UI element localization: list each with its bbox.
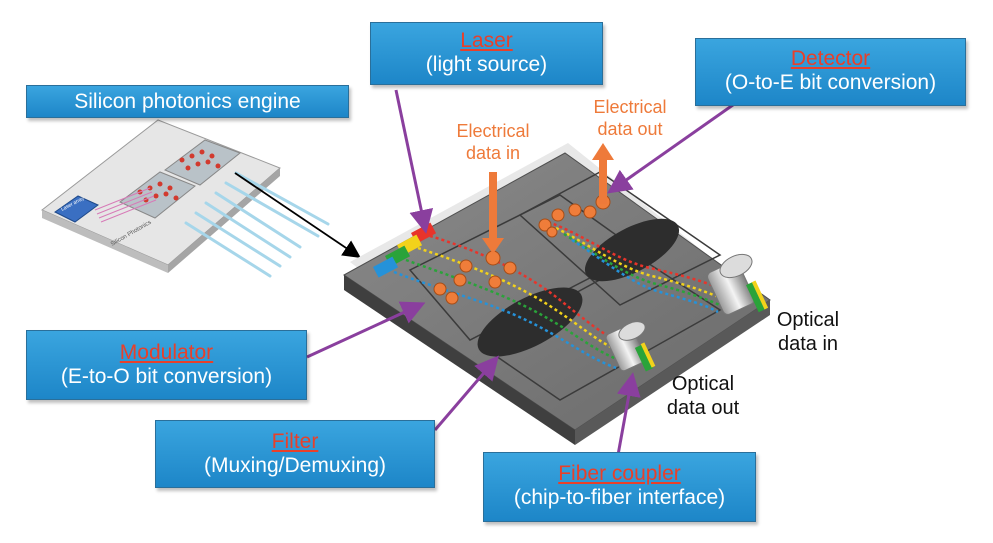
detector-callout: Detector (O-to-E bit conversion) bbox=[695, 38, 966, 106]
filter-callout-title: Filter bbox=[271, 430, 319, 453]
laser-callout-sub: (light source) bbox=[425, 53, 548, 76]
coupler-callout: Fiber coupler (chip-to-fiber interface) bbox=[483, 452, 756, 522]
engine-callout: Silicon photonics engine bbox=[26, 85, 349, 118]
optical-in-line2: data in bbox=[777, 333, 839, 355]
electrical-in-line2: data in bbox=[465, 143, 521, 163]
fiber-coupler-in bbox=[707, 253, 769, 315]
laser-callout-title: Laser bbox=[460, 29, 513, 52]
filter-callout-sub: (Muxing/Demuxing) bbox=[203, 454, 387, 477]
main-chip bbox=[343, 143, 771, 445]
engine-chip: Laser array Silicon Photonics bbox=[41, 119, 281, 273]
detector-callout-title: Detector bbox=[790, 47, 871, 70]
coupler-callout-title: Fiber coupler bbox=[558, 462, 681, 485]
optical-out-label: Optical data out bbox=[648, 372, 758, 420]
pointer-lines bbox=[306, 89, 741, 456]
electrical-out-line1: Electrical bbox=[593, 97, 667, 117]
laser-array-block bbox=[54, 195, 99, 223]
engine-callout-text: Silicon photonics engine bbox=[74, 90, 301, 113]
modulator-callout-title: Modulator bbox=[119, 341, 214, 364]
engine-fibers bbox=[184, 171, 330, 278]
electrical-in-arrow bbox=[482, 172, 504, 254]
zoom-arrow bbox=[234, 172, 361, 259]
electrical-out-arrow bbox=[592, 143, 614, 204]
waveguides bbox=[393, 220, 731, 370]
laser-callout: Laser (light source) bbox=[370, 22, 603, 85]
filter-callout: Filter (Muxing/Demuxing) bbox=[155, 420, 435, 488]
electrical-in-line1: Electrical bbox=[456, 121, 530, 141]
modulator-callout-sub: (E-to-O bit conversion) bbox=[60, 365, 273, 388]
engine-waveguides bbox=[94, 187, 157, 223]
laser-bars bbox=[373, 222, 437, 278]
electrical-out-label: Electrical data out bbox=[570, 96, 690, 140]
fiber-coupler-out bbox=[605, 321, 656, 372]
modulator-callout: Modulator (E-to-O bit conversion) bbox=[26, 330, 307, 400]
detector-callout-sub: (O-to-E bit conversion) bbox=[724, 71, 937, 94]
optical-in-line1: Optical bbox=[776, 309, 840, 331]
optical-in-label: Optical data in bbox=[758, 308, 858, 356]
electrical-out-line2: data out bbox=[597, 119, 663, 139]
optical-out-line2: data out bbox=[666, 397, 740, 419]
coupler-callout-sub: (chip-to-fiber interface) bbox=[513, 486, 726, 509]
optical-out-line1: Optical bbox=[671, 373, 735, 395]
electrical-in-label: Electrical data in bbox=[438, 120, 548, 164]
